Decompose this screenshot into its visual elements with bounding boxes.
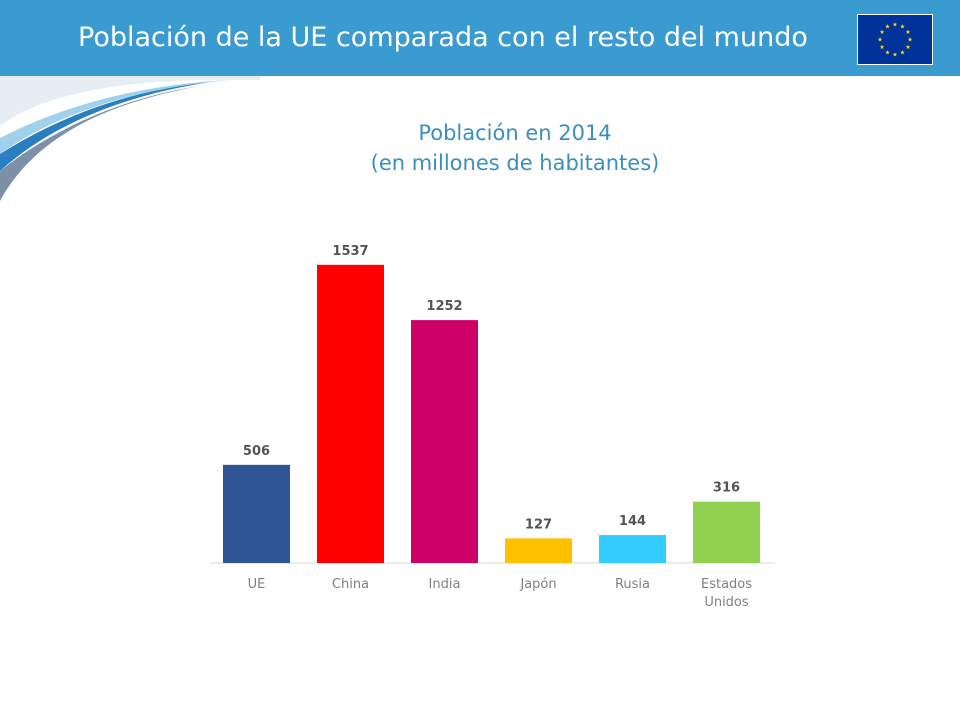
data-label-2: 1252 <box>426 299 462 314</box>
page-title: Población de la UE comparada con el rest… <box>78 22 808 53</box>
bar-0 <box>223 464 290 563</box>
bar-4 <box>599 535 666 563</box>
bar-2 <box>411 320 478 563</box>
category-label-2: India <box>429 577 461 592</box>
category-label-4: Rusia <box>615 577 650 592</box>
flag-star-icon <box>892 52 898 57</box>
flag-star-icon <box>885 50 890 55</box>
category-label-0: UE <box>248 577 266 592</box>
flag-star-icon <box>900 50 905 55</box>
flag-star-icon <box>905 44 911 49</box>
chart-title: Población en 2014 (en millones de habita… <box>300 118 730 178</box>
bar-5 <box>693 501 760 563</box>
data-label-4: 144 <box>619 514 646 529</box>
bar-3 <box>505 538 572 563</box>
chart-title-line-1: Población en 2014 <box>418 121 612 145</box>
category-label-5-line-1: Unidos <box>704 595 749 610</box>
flag-star-icon <box>885 24 890 29</box>
flag-star-icon <box>905 29 911 34</box>
data-label-0: 506 <box>243 444 270 459</box>
chart-title-line-2: (en millones de habitantes) <box>370 151 660 175</box>
flag-star-icon <box>879 44 885 49</box>
flag-star-icon <box>879 29 885 34</box>
bar-1 <box>317 264 384 563</box>
data-label-5: 316 <box>713 481 740 496</box>
category-label-1: China <box>332 577 369 592</box>
decorative-swoosh <box>0 76 260 201</box>
data-label-1: 1537 <box>332 244 368 259</box>
flag-star-icon <box>900 24 905 29</box>
category-label-3: Japón <box>519 577 556 592</box>
eu-flag-icon <box>857 14 933 65</box>
header-bar: Población de la UE comparada con el rest… <box>0 0 960 76</box>
flag-star-icon <box>877 37 883 42</box>
category-label-5: Estados <box>701 577 752 592</box>
flag-star-icon <box>907 37 913 42</box>
data-label-3: 127 <box>525 517 552 532</box>
flag-star-icon <box>892 22 898 27</box>
